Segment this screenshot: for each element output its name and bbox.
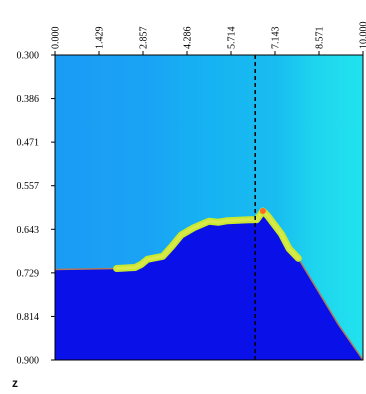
x-tick-label: 0.000 <box>51 27 62 50</box>
plot-area <box>54 54 364 361</box>
boundary-line-left <box>54 267 117 271</box>
x-tick-label: 7.143 <box>271 27 282 50</box>
y-tick-label: 0.557 <box>17 181 40 192</box>
y-tick-label: 0.900 <box>17 356 40 367</box>
plot-frame <box>54 54 364 361</box>
y-tick-label: 0.471 <box>17 138 40 149</box>
y-tick-label: 0.643 <box>17 225 40 236</box>
x-tick-label: 8.571 <box>315 27 326 50</box>
x-axis: 0.000 1.429 2.857 4.286 5.714 7.143 8.571 10.00… <box>51 22 366 55</box>
interface-line-core <box>115 209 300 270</box>
x-tick-label: 5.714 <box>227 27 238 50</box>
x-tick-label: 4.286 <box>183 27 194 50</box>
y-tick-label: 0.300 <box>17 51 40 62</box>
y-tick-label: 0.814 <box>17 312 40 323</box>
boundary-line-right <box>297 257 364 361</box>
x-axis-title: z <box>12 376 18 390</box>
y-axis: 0.300 0.386 0.471 0.557 0.643 0.729 0.814 0.900 <box>17 51 55 367</box>
peak-marker <box>259 208 266 215</box>
y-tick-label: 0.729 <box>17 268 40 279</box>
x-tick-label: 10.000 <box>359 22 366 50</box>
x-tick-label: 1.429 <box>95 27 106 50</box>
y-tick-label: 0.386 <box>17 94 40 105</box>
x-tick-label: 2.857 <box>139 27 150 50</box>
